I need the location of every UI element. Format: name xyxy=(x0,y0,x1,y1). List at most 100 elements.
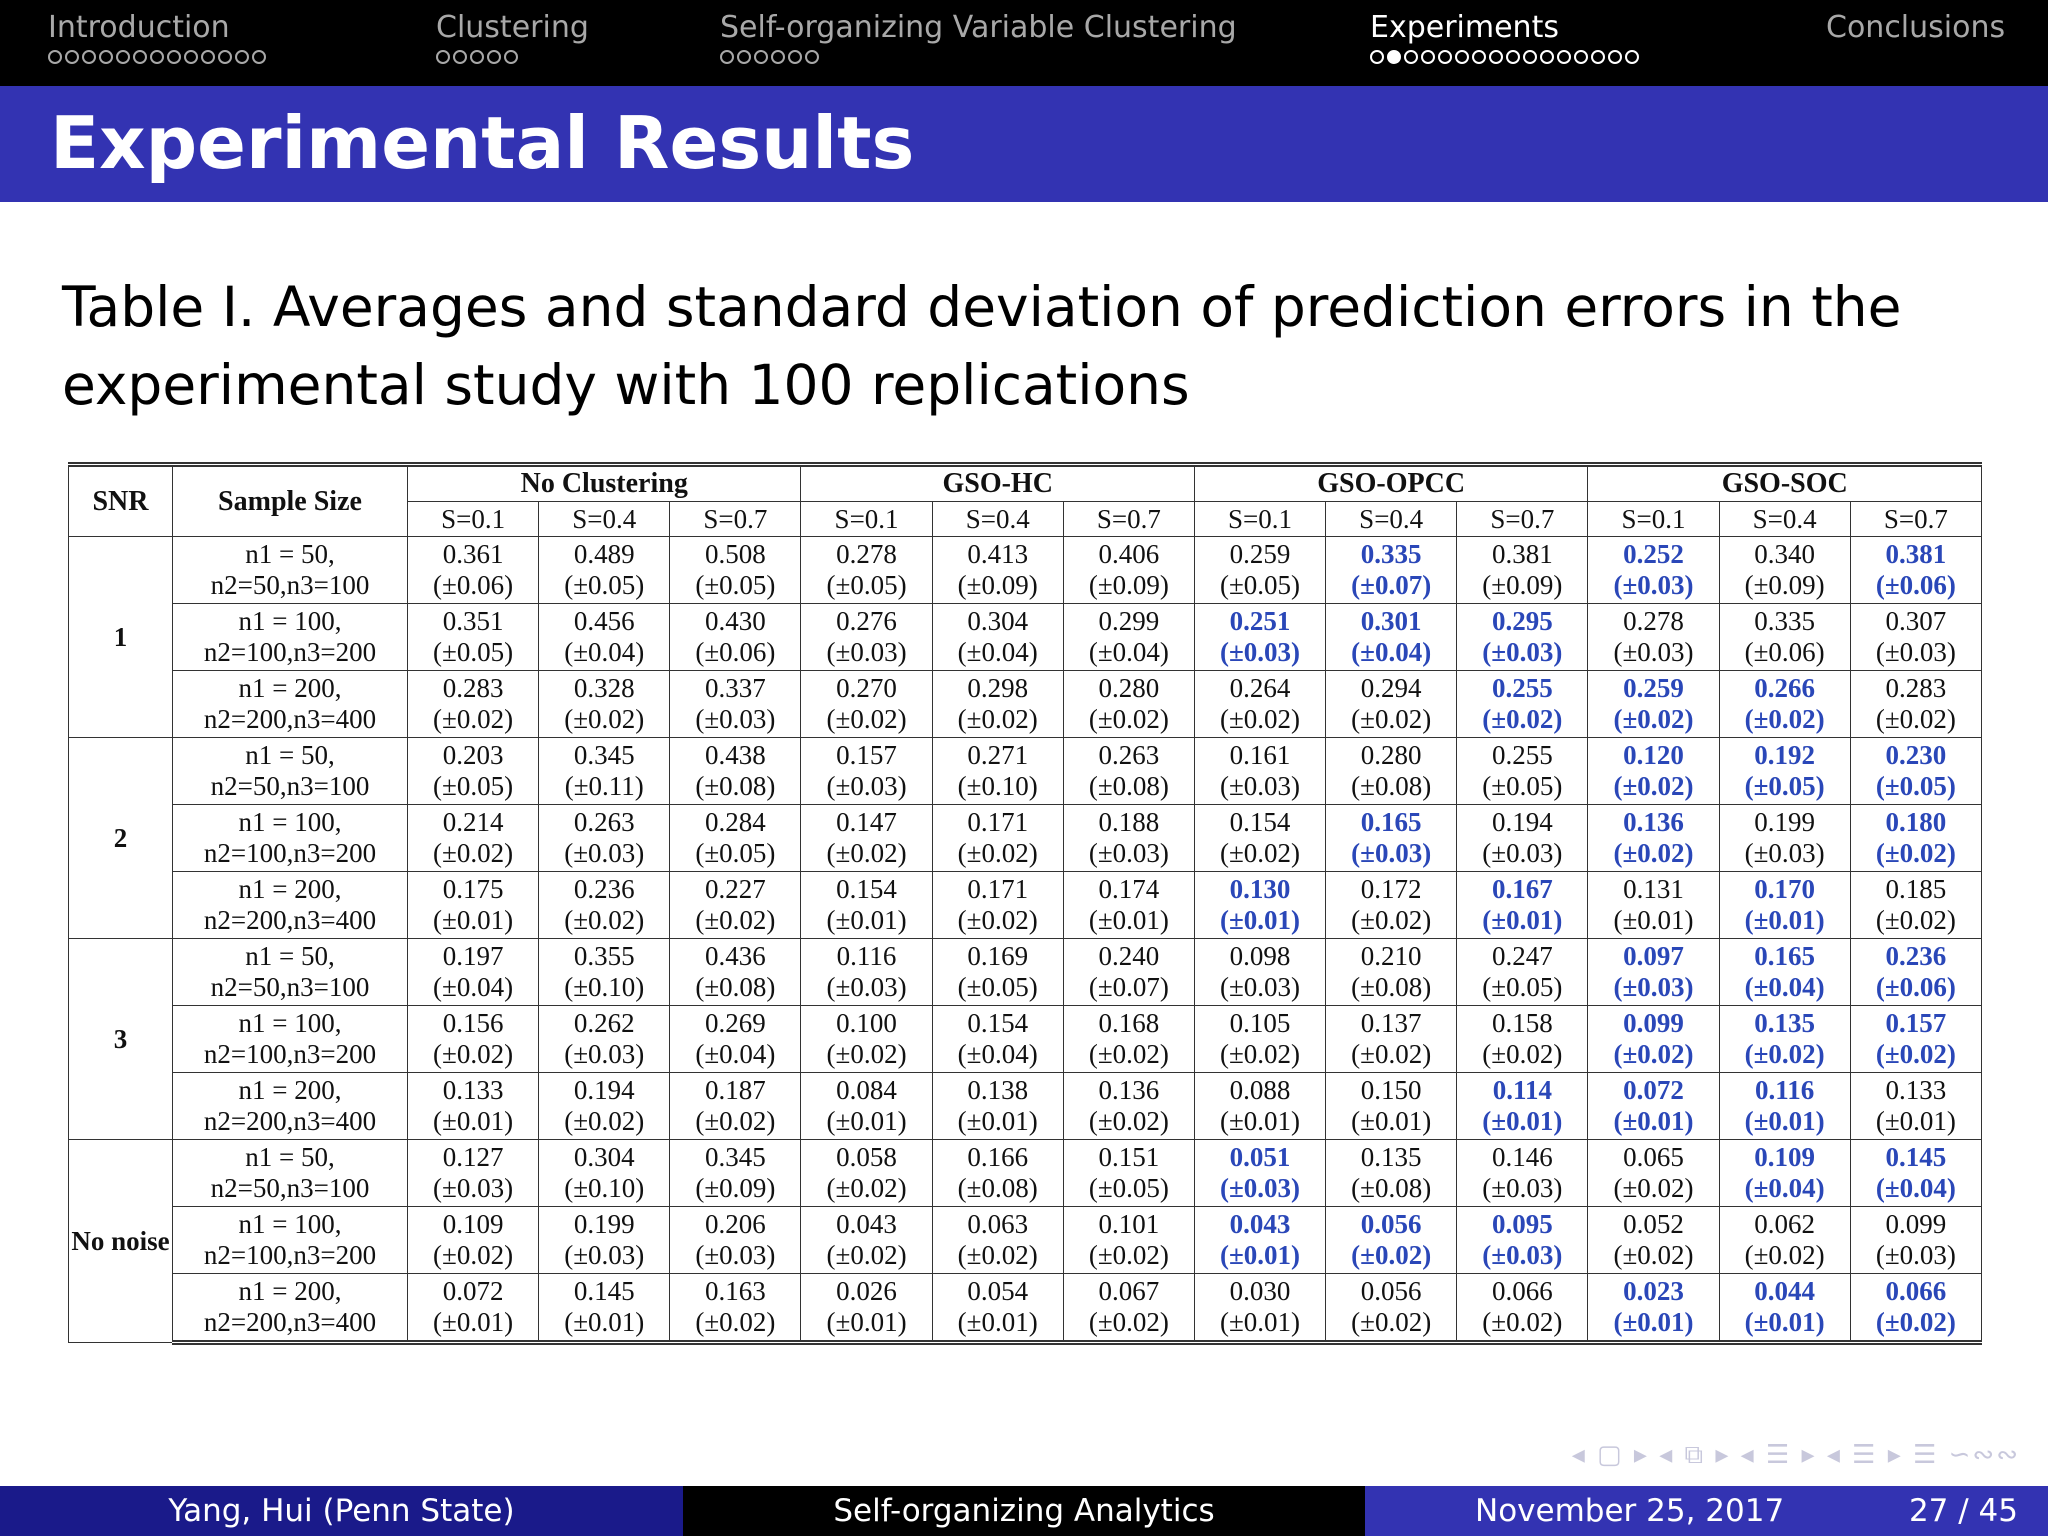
frame-dot[interactable] xyxy=(1523,50,1537,64)
frame-dot[interactable] xyxy=(65,50,79,64)
error-cell: 0.167 (±0.01) xyxy=(1456,871,1589,939)
error-cell: 0.063 (±0.02) xyxy=(931,1206,1064,1274)
mean-error: 0.335 xyxy=(1754,606,1816,636)
frame-dot[interactable] xyxy=(201,50,215,64)
frame-dot[interactable] xyxy=(133,50,147,64)
error-cell: 0.278 (±0.05) xyxy=(800,536,933,604)
std-deviation: (±0.06) xyxy=(1744,637,1825,667)
header-group: GSO-SOC xyxy=(1587,462,1982,502)
error-cell: 0.097 (±0.03) xyxy=(1587,938,1720,1006)
mean-error: 0.137 xyxy=(1360,1008,1422,1038)
error-cell: 0.266 (±0.02) xyxy=(1718,670,1851,738)
frame-dot[interactable] xyxy=(737,50,751,64)
frame-dot[interactable] xyxy=(1438,50,1452,64)
mean-error: 0.203 xyxy=(442,740,504,770)
std-deviation: (±0.08) xyxy=(1088,771,1169,801)
frame-dot[interactable] xyxy=(1387,50,1401,64)
std-deviation: (±0.04) xyxy=(1351,637,1432,667)
frame-dot[interactable] xyxy=(1574,50,1588,64)
frame-dot[interactable] xyxy=(184,50,198,64)
frame-dot[interactable] xyxy=(218,50,232,64)
error-cell: 0.259 (±0.02) xyxy=(1587,670,1720,738)
sample-size-cell: n1 = 50, n2=50,n3=100 xyxy=(172,536,408,604)
std-deviation: (±0.02) xyxy=(1482,1307,1563,1337)
frame-dot[interactable] xyxy=(1557,50,1571,64)
frame-dot[interactable] xyxy=(48,50,62,64)
frame-dot[interactable] xyxy=(99,50,113,64)
std-deviation: (±0.01) xyxy=(433,1307,514,1337)
frame-dot[interactable] xyxy=(453,50,467,64)
frame-dot[interactable] xyxy=(150,50,164,64)
std-deviation: (±0.10) xyxy=(564,1173,645,1203)
std-deviation: (±0.02) xyxy=(1613,704,1694,734)
std-deviation: (±0.02) xyxy=(564,905,645,935)
beamer-navigation-icons[interactable]: ◂ ▢ ▸ ◂ ⧉ ▸ ◂ ☰ ▸ ◂ ☰ ▸ ☰ ∽∾∾ xyxy=(1571,1440,2020,1470)
frame-dot[interactable] xyxy=(1608,50,1622,64)
nav-section-4[interactable]: Conclusions xyxy=(1826,8,2005,48)
std-deviation: (±0.02) xyxy=(564,704,645,734)
header-group: No Clustering xyxy=(406,462,802,502)
nav-section-label[interactable]: Conclusions xyxy=(1826,10,2006,45)
error-cell: 0.145 (±0.04) xyxy=(1849,1139,1983,1207)
mean-error: 0.255 xyxy=(1491,740,1553,770)
error-cell: 0.252 (±0.03) xyxy=(1587,536,1720,604)
nav-section-label[interactable]: Introduction xyxy=(48,10,230,45)
frame-dot[interactable] xyxy=(805,50,819,64)
error-cell: 0.262 (±0.03) xyxy=(538,1005,671,1073)
error-cell: 0.116 (±0.03) xyxy=(800,938,933,1006)
frame-dot[interactable] xyxy=(1625,50,1639,64)
mean-error: 0.180 xyxy=(1885,807,1947,837)
std-deviation: (±0.11) xyxy=(564,771,644,801)
std-deviation: (±0.04) xyxy=(957,1039,1038,1069)
table-caption: Table I. Averages and standard deviation… xyxy=(62,275,1902,417)
error-cell: 0.136 (±0.02) xyxy=(1062,1072,1195,1140)
nav-section-label[interactable]: Self-organizing Variable Clustering xyxy=(720,10,1237,45)
frame-dot[interactable] xyxy=(235,50,249,64)
mean-error: 0.136 xyxy=(1623,807,1684,837)
error-cell: 0.240 (±0.07) xyxy=(1062,938,1195,1006)
frame-dot[interactable] xyxy=(1591,50,1605,64)
frame-dot[interactable] xyxy=(1421,50,1435,64)
nav-section-1[interactable]: Clustering xyxy=(436,8,589,64)
nav-section-3[interactable]: Experiments xyxy=(1370,8,1639,64)
mean-error: 0.456 xyxy=(573,606,635,636)
frame-dot[interactable] xyxy=(771,50,785,64)
std-deviation: (±0.01) xyxy=(957,1106,1038,1136)
frame-dot[interactable] xyxy=(436,50,450,64)
std-deviation: (±0.02) xyxy=(433,1039,514,1069)
frame-dot[interactable] xyxy=(470,50,484,64)
std-deviation: (±0.04) xyxy=(564,637,645,667)
std-deviation: (±0.03) xyxy=(826,972,907,1002)
frame-dot[interactable] xyxy=(487,50,501,64)
frame-dot[interactable] xyxy=(754,50,768,64)
std-deviation: (±0.04) xyxy=(1875,1173,1956,1203)
sample-size-n23: n2=100,n3=200 xyxy=(203,1240,377,1270)
frame-dot[interactable] xyxy=(1404,50,1418,64)
std-deviation: (±0.03) xyxy=(1875,637,1956,667)
error-cell: 0.120 (±0.02) xyxy=(1587,737,1720,805)
frame-dot[interactable] xyxy=(1489,50,1503,64)
std-deviation: (±0.02) xyxy=(433,1240,514,1270)
frame-dot[interactable] xyxy=(252,50,266,64)
frame-dot[interactable] xyxy=(116,50,130,64)
sample-size-n1: n1 = 100, xyxy=(238,807,342,837)
nav-section-2[interactable]: Self-organizing Variable Clustering xyxy=(720,8,1237,64)
nav-section-0[interactable]: Introduction xyxy=(48,8,266,64)
frame-dot[interactable] xyxy=(82,50,96,64)
frame-dot[interactable] xyxy=(1540,50,1554,64)
frame-dot[interactable] xyxy=(1506,50,1520,64)
std-deviation: (±0.02) xyxy=(826,1173,907,1203)
mean-error: 0.023 xyxy=(1623,1276,1684,1306)
frame-dot[interactable] xyxy=(167,50,181,64)
frame-dot[interactable] xyxy=(1370,50,1384,64)
mean-error: 0.072 xyxy=(1623,1075,1684,1105)
frame-dot[interactable] xyxy=(504,50,518,64)
nav-section-label[interactable]: Experiments xyxy=(1370,10,1559,45)
error-cell: 0.298 (±0.02) xyxy=(931,670,1064,738)
frame-dot[interactable] xyxy=(1455,50,1469,64)
mean-error: 0.269 xyxy=(705,1008,766,1038)
frame-dot[interactable] xyxy=(1472,50,1486,64)
frame-dot[interactable] xyxy=(788,50,802,64)
frame-dot[interactable] xyxy=(720,50,734,64)
nav-section-label[interactable]: Clustering xyxy=(436,10,589,45)
